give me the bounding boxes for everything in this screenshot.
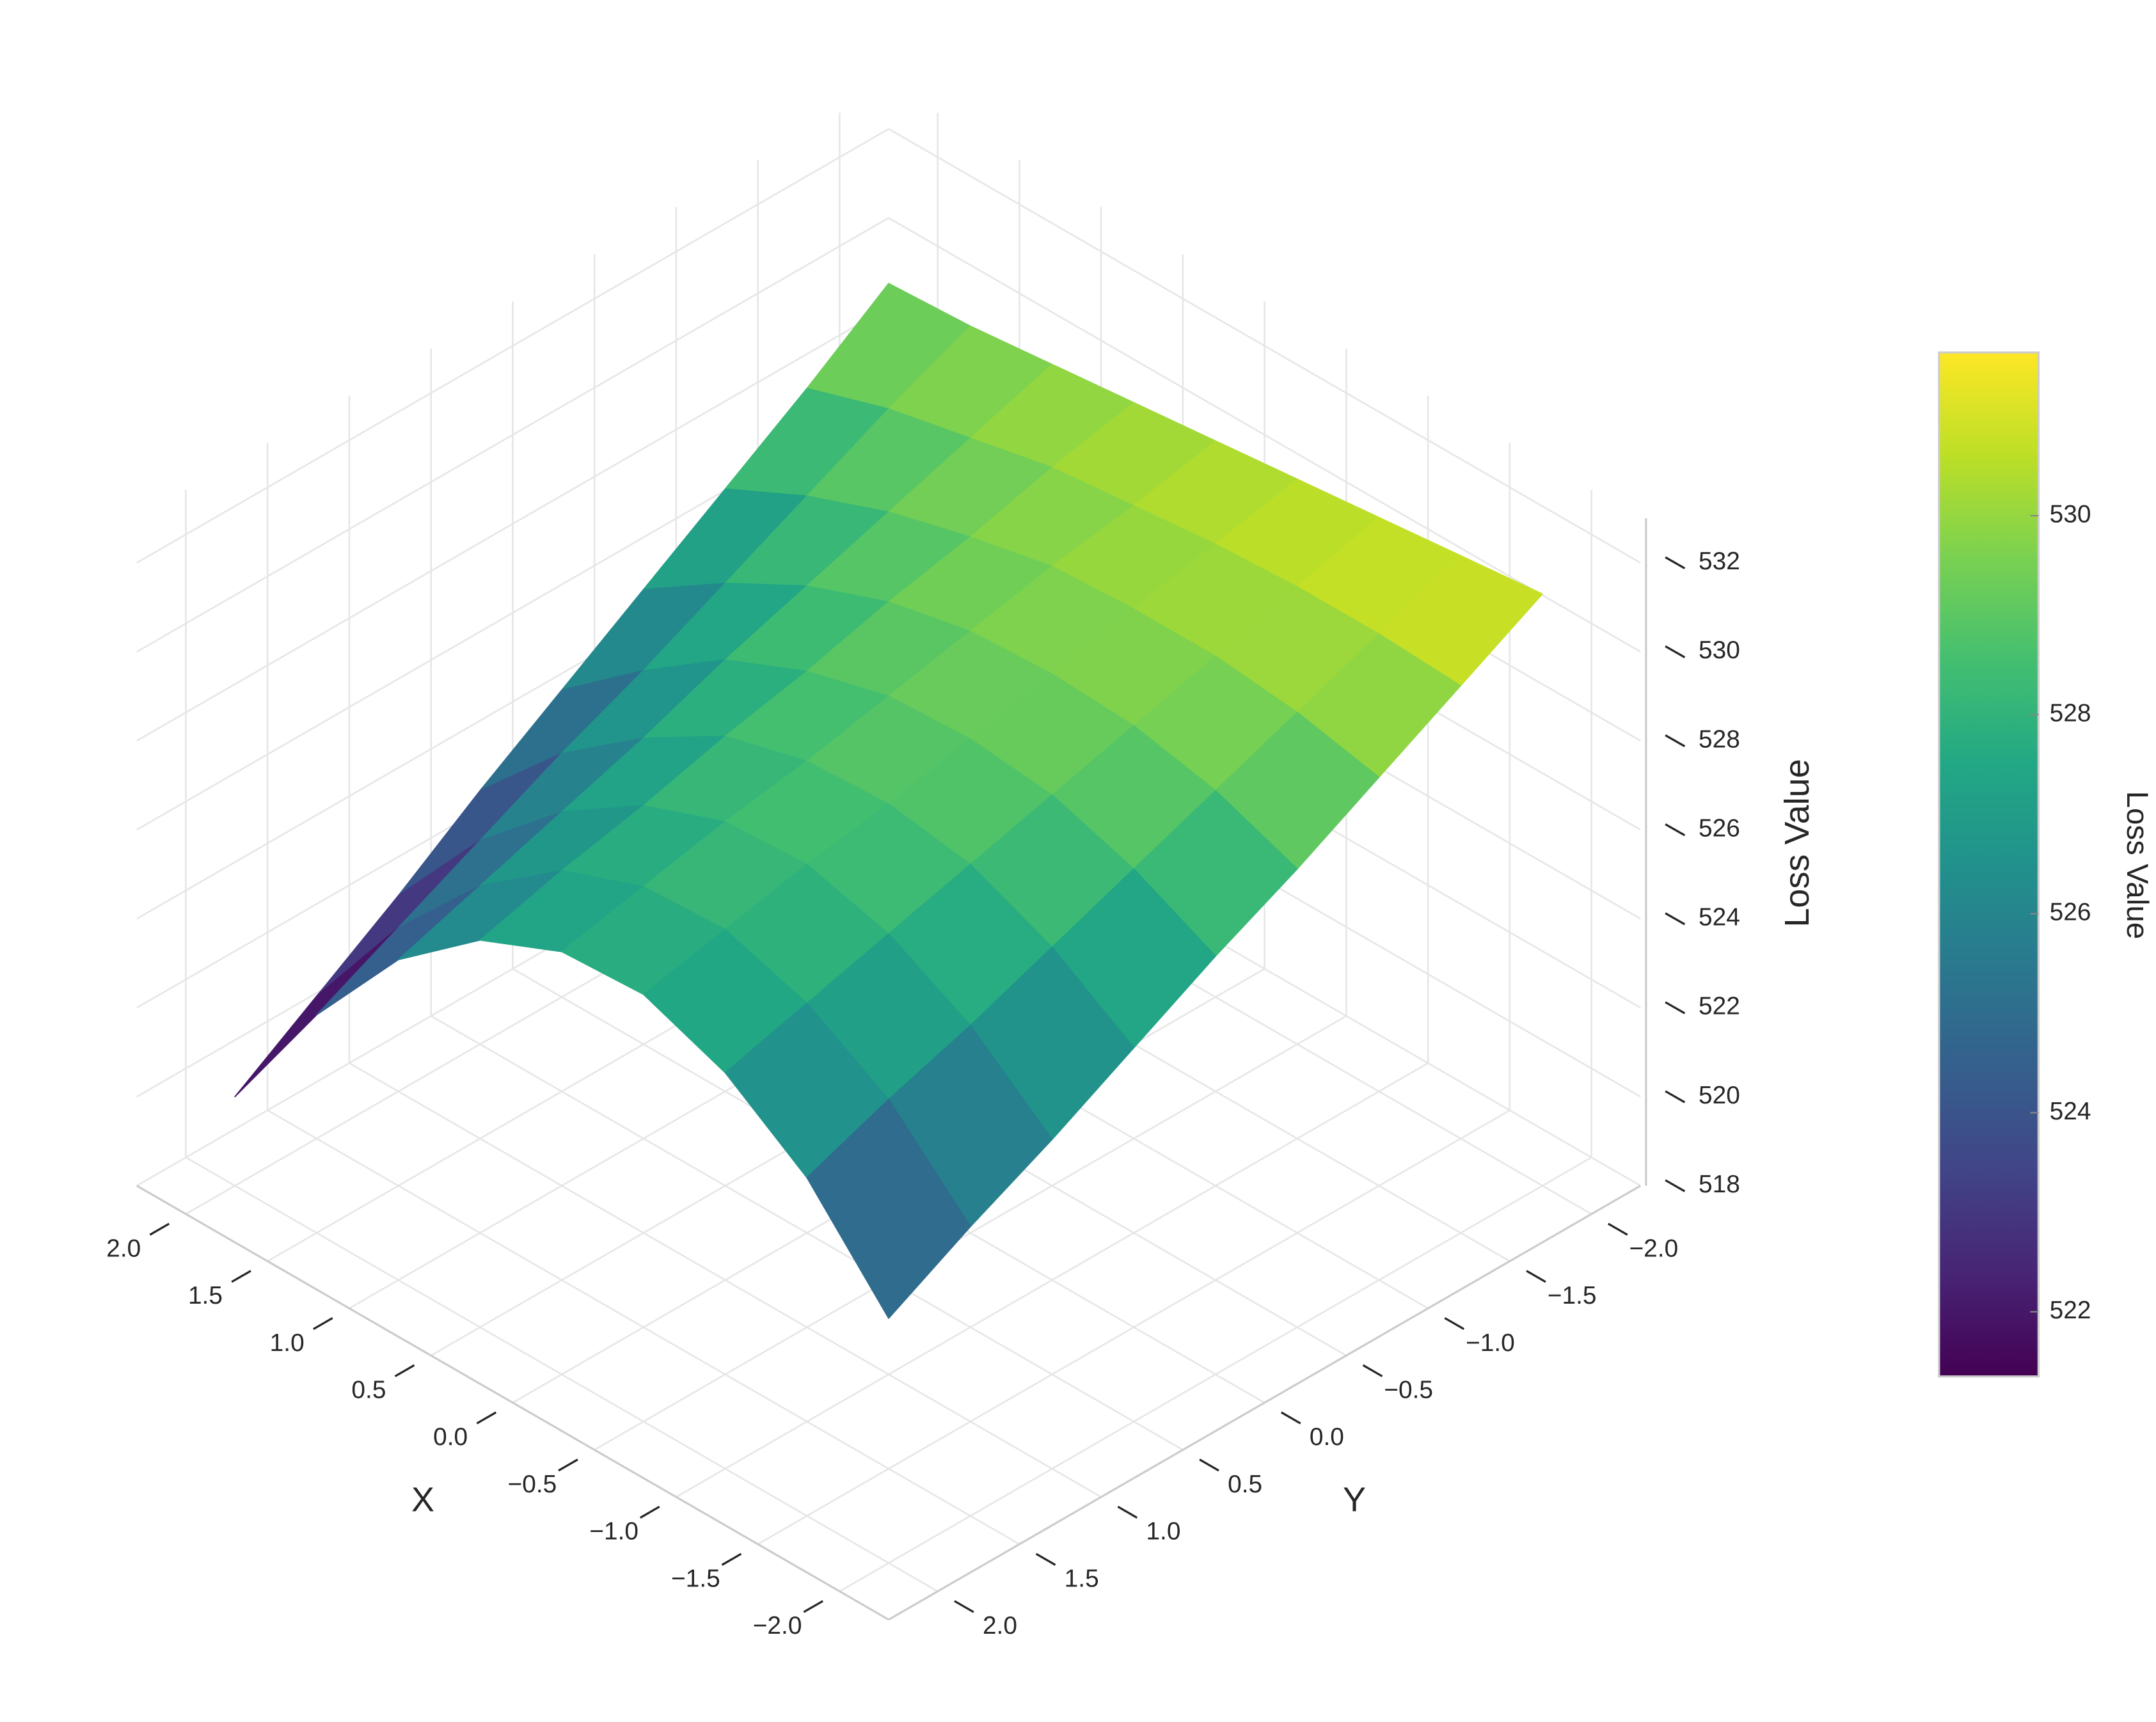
z-tick xyxy=(1665,734,1686,748)
z-tick-label: 520 xyxy=(1699,1082,1740,1109)
grid-line xyxy=(431,1015,1184,1451)
z-tick xyxy=(1665,1001,1686,1015)
axis-line xyxy=(888,1185,1642,1621)
grid-line xyxy=(267,1109,1020,1545)
z-tick xyxy=(1665,1179,1686,1192)
x-tick xyxy=(803,1600,824,1613)
colorbar-tick-label: 526 xyxy=(2050,899,2091,926)
x-tick xyxy=(558,1458,578,1472)
y-tick-label: −0.5 xyxy=(1384,1377,1433,1404)
y-tick-label: −1.0 xyxy=(1466,1329,1515,1357)
y-tick xyxy=(1035,1552,1056,1566)
grid-line xyxy=(136,306,889,742)
y-tick-label: 0.0 xyxy=(1310,1423,1344,1451)
x-tick-label: −2.0 xyxy=(753,1612,802,1639)
y-tick-label: −2.0 xyxy=(1629,1235,1678,1262)
y-tick-label: 1.0 xyxy=(1146,1518,1180,1545)
grid-line xyxy=(888,217,1641,653)
colorbar-title: Loss Value xyxy=(2120,791,2154,940)
x-tick xyxy=(394,1364,415,1377)
surface-cell xyxy=(806,1098,971,1319)
grid-line xyxy=(349,1062,1102,1498)
colorbar-tick-label: 530 xyxy=(2050,500,2091,528)
z-tick-label: 524 xyxy=(1699,904,1740,931)
colorbar xyxy=(1938,351,2040,1378)
x-tick xyxy=(149,1222,170,1236)
colorbar-tick-label: 522 xyxy=(2050,1297,2091,1324)
z-tick xyxy=(1665,912,1686,926)
z-tick xyxy=(1665,823,1686,837)
y-tick-label: 1.5 xyxy=(1065,1565,1099,1592)
z-tick-label: 522 xyxy=(1699,993,1740,1020)
x-tick xyxy=(639,1506,660,1519)
x-tick-label: −1.0 xyxy=(589,1518,638,1545)
z-tick-label: 532 xyxy=(1699,548,1740,575)
colorbar-tick-label: 524 xyxy=(2050,1098,2091,1125)
y-tick-label: −1.5 xyxy=(1548,1282,1597,1309)
x-tick-label: −0.5 xyxy=(508,1471,557,1498)
axes: −2.0 −1.5 −1.0 −0.5 0.0 0.5 1.0 1.5 2.0 −2.0 −1.5 −… xyxy=(106,518,1740,1639)
x-tick-label: 1.0 xyxy=(270,1329,305,1357)
z-tick-label: 530 xyxy=(1699,636,1740,664)
z-tick-label: 526 xyxy=(1699,814,1740,842)
z-tick xyxy=(1665,1090,1686,1103)
axis-line xyxy=(136,1185,889,1621)
y-tick xyxy=(954,1600,974,1613)
z-tick-label: 528 xyxy=(1699,725,1740,753)
z-tick-label: 518 xyxy=(1699,1171,1740,1198)
x-tick-label: −1.5 xyxy=(671,1565,720,1592)
y-tick xyxy=(1281,1411,1301,1425)
x-tick xyxy=(721,1552,742,1566)
grid-line xyxy=(888,128,1641,564)
y-tick xyxy=(1607,1222,1628,1236)
y-axis-title: Y xyxy=(1343,1481,1366,1519)
x-axis-title: X xyxy=(411,1481,434,1519)
y-tick-label: 2.0 xyxy=(983,1612,1017,1639)
x-tick-label: 1.5 xyxy=(188,1282,223,1309)
x-tick xyxy=(231,1270,251,1283)
x-tick-label: 0.5 xyxy=(351,1377,386,1404)
y-tick xyxy=(1199,1458,1219,1472)
y-tick-label: 0.5 xyxy=(1228,1471,1262,1498)
z-tick xyxy=(1665,556,1686,569)
z-axis-title: Loss Value xyxy=(1778,759,1816,927)
grid-line xyxy=(136,128,889,564)
surface xyxy=(234,283,1543,1319)
y-tick xyxy=(1362,1364,1383,1377)
colorbar-tick-label: 528 xyxy=(2050,700,2091,727)
y-tick xyxy=(1117,1506,1138,1519)
x-tick-label: 2.0 xyxy=(106,1235,141,1262)
y-tick xyxy=(1444,1317,1465,1331)
x-tick xyxy=(476,1411,497,1425)
x-tick-label: 0.0 xyxy=(433,1423,468,1451)
grid-line xyxy=(185,1157,939,1592)
z-tick xyxy=(1665,645,1686,658)
grid-line xyxy=(136,217,889,653)
x-tick xyxy=(313,1317,333,1331)
y-tick xyxy=(1526,1270,1546,1283)
